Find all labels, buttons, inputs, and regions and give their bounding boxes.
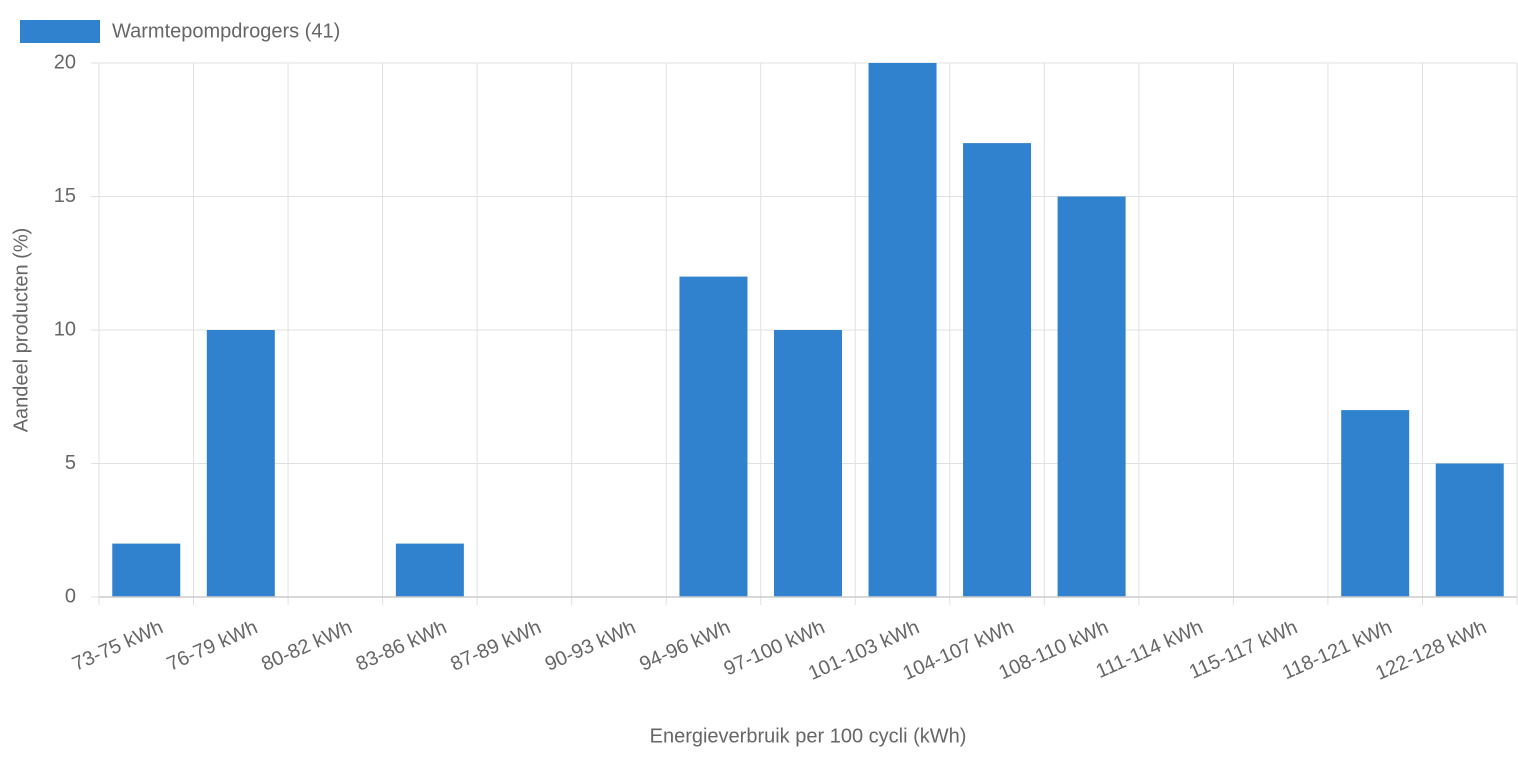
bar <box>679 276 748 597</box>
bar <box>395 543 464 597</box>
legend-swatch <box>20 20 100 43</box>
x-tick-label: 83-86 kWh <box>353 616 450 675</box>
x-tick-label: 73-75 kWh <box>69 616 166 675</box>
bar <box>868 63 937 597</box>
y-tick-label: 0 <box>65 585 76 607</box>
x-tick-label: 94-96 kWh <box>636 616 733 675</box>
bar <box>963 143 1032 597</box>
y-tick-label: 10 <box>54 318 76 340</box>
y-tick-label: 5 <box>65 452 76 474</box>
bar <box>774 330 842 597</box>
bar <box>112 543 181 597</box>
y-tick-label: 15 <box>54 185 76 207</box>
x-tick-label: 87-89 kWh <box>447 616 544 675</box>
bar <box>1057 196 1126 597</box>
bar <box>1341 410 1410 597</box>
x-tick-label: 80-82 kWh <box>258 616 355 675</box>
x-axis-title: Energieverbruik per 100 cycli (kWh) <box>650 725 967 747</box>
bar <box>1435 463 1504 597</box>
x-tick-label: 90-93 kWh <box>542 616 639 675</box>
legend-label: Warmtepompdrogers (41) <box>112 20 340 42</box>
bar <box>206 330 275 597</box>
y-axis-title: Aandeel producten (%) <box>10 228 32 433</box>
x-tick-label: 108-110 kWh <box>996 616 1112 684</box>
x-tick-label: 76-79 kWh <box>164 616 261 675</box>
y-tick-label: 20 <box>54 51 76 73</box>
